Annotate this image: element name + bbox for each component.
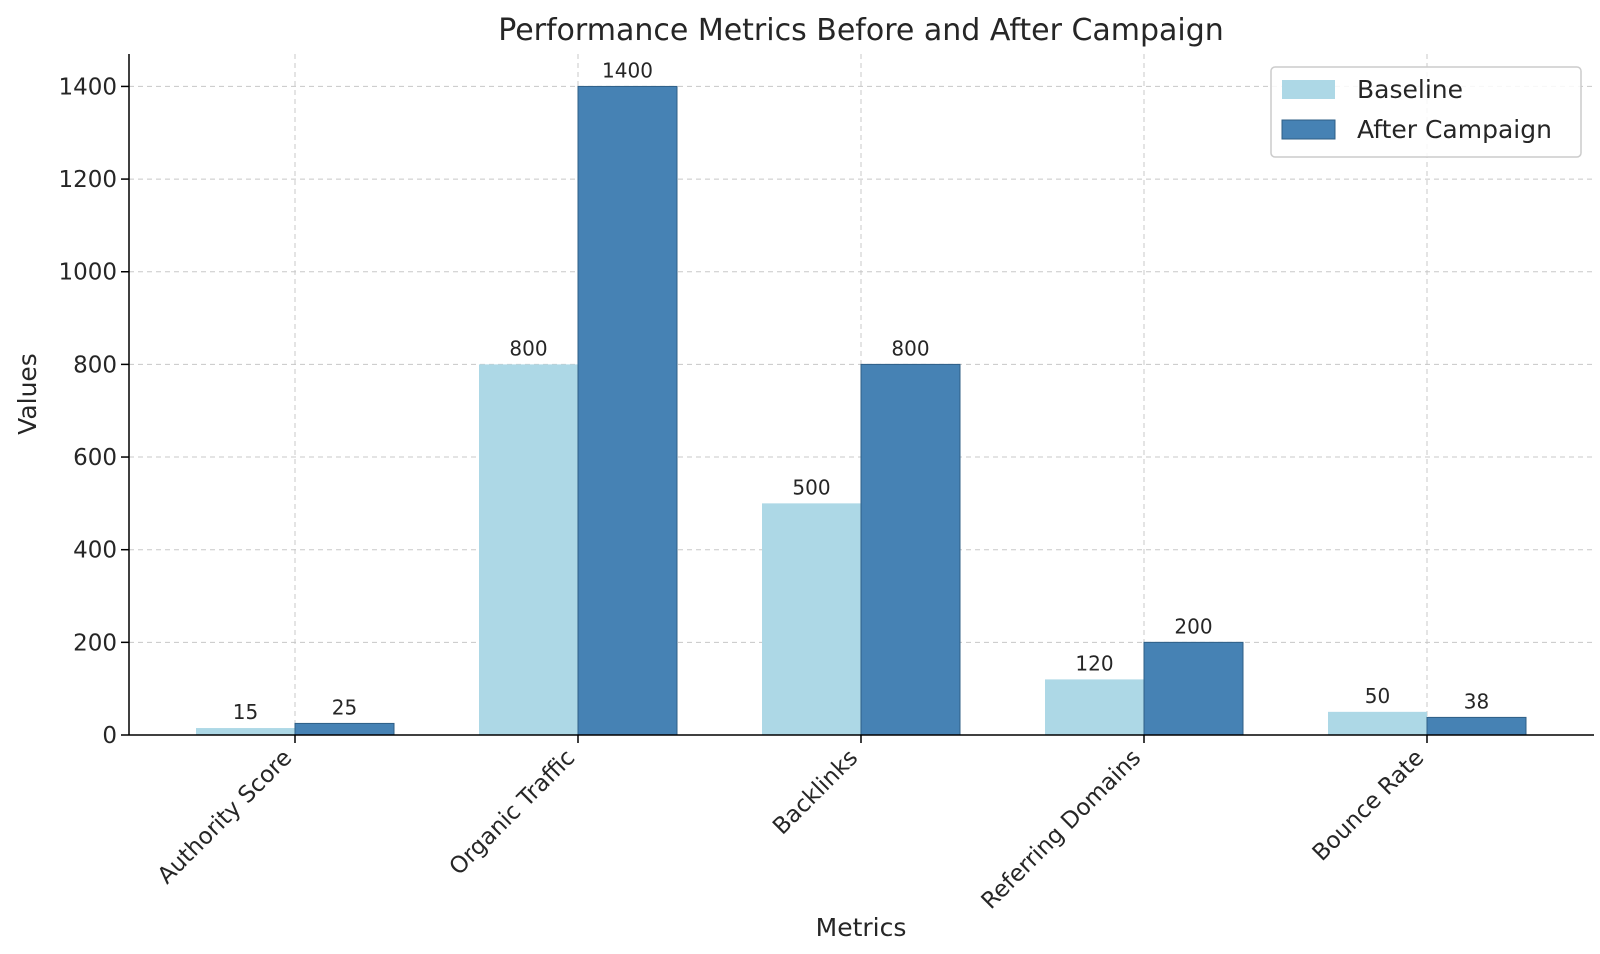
bar-value-label: 25 [332, 695, 357, 719]
y-axis-label: Values [13, 353, 42, 435]
chart-title: Performance Metrics Before and After Cam… [498, 13, 1224, 48]
bar-baseline [1328, 711, 1427, 735]
bar-value-label: 1400 [602, 58, 653, 82]
legend-swatch [1282, 80, 1335, 99]
y-tick-label: 1000 [58, 260, 117, 286]
x-tick-label: Organic Traffic [445, 745, 581, 881]
y-tick-label: 1400 [58, 74, 117, 100]
x-ticks: Authority Score Organic Traffic Backlinks R… [153, 735, 1429, 915]
bar-value-label: 15 [233, 700, 258, 724]
y-tick-label: 200 [73, 630, 117, 656]
bar-value-labels: 15 800 500 120 50 25 1400 800 200 38 [233, 58, 1489, 724]
bar-after-campaign [860, 363, 961, 736]
bar-value-label: 38 [1464, 689, 1489, 713]
bar-after-campaign [1426, 716, 1527, 736]
y-ticks: 0 200 400 600 800 1000 1200 1400 [58, 74, 129, 749]
legend-label: After Campaign [1357, 115, 1552, 144]
bar-after-campaign [1143, 641, 1244, 736]
bar-baseline [762, 503, 861, 735]
bar-value-label: 120 [1075, 651, 1113, 675]
legend-label: Baseline [1357, 75, 1463, 104]
bars [196, 85, 1527, 736]
y-tick-label: 0 [102, 723, 117, 749]
y-tick-label: 1200 [58, 167, 117, 193]
x-axis-label: Metrics [816, 913, 907, 942]
x-tick-label: Bounce Rate [1308, 745, 1430, 867]
bar-value-label: 500 [792, 475, 830, 499]
bar-value-label: 800 [509, 336, 547, 360]
bar-value-label: 800 [891, 336, 929, 360]
x-tick-label: Backlinks [768, 745, 863, 840]
bar-baseline [196, 728, 295, 735]
bar-baseline [479, 364, 578, 735]
bar-baseline [1045, 679, 1144, 735]
bar-value-label: 50 [1365, 684, 1390, 708]
y-tick-label: 800 [73, 352, 117, 378]
legend-box [1270, 66, 1582, 158]
bar-after-campaign [294, 722, 395, 736]
bar-value-label: 200 [1174, 614, 1212, 638]
y-tick-label: 600 [73, 445, 117, 471]
y-tick-label: 400 [73, 538, 117, 564]
legend: Baseline After Campaign [1270, 66, 1582, 158]
bar-after-campaign [577, 85, 678, 736]
legend-swatch [1281, 119, 1336, 140]
x-tick-label: Authority Score [153, 745, 297, 889]
x-tick-label: Referring Domains [977, 745, 1147, 915]
